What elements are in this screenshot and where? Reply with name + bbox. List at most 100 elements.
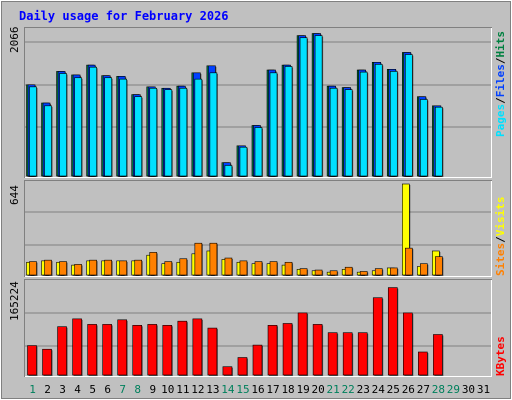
- pages-bar: [239, 146, 248, 177]
- sites-bar: [149, 252, 158, 276]
- sites-bar: [420, 263, 428, 276]
- kbytes-bar: [433, 334, 443, 376]
- kbytes-bar: [72, 318, 82, 376]
- day-label: 8: [134, 383, 141, 396]
- kbytes-bar: [162, 325, 173, 376]
- pages-bar: [359, 71, 368, 177]
- legend-hits: Hits: [494, 31, 507, 58]
- visits-y-max-label: 644: [8, 185, 21, 205]
- visits-sites-panel: [24, 180, 492, 277]
- pages-bar: [164, 89, 173, 177]
- pages-bar: [74, 77, 82, 177]
- day-label: 10: [161, 383, 174, 396]
- day-label: 18: [281, 383, 294, 396]
- day-label: 29: [447, 383, 460, 396]
- pages-bar: [329, 87, 338, 177]
- sites-bar: [269, 261, 278, 276]
- kbytes-bar: [177, 320, 188, 376]
- sites-bar: [254, 261, 263, 276]
- sites-bar: [209, 242, 218, 276]
- day-label: 27: [417, 383, 430, 396]
- sites-bar: [119, 260, 127, 276]
- day-label: 31: [477, 383, 490, 396]
- pages-bar: [314, 35, 323, 177]
- pages-bar: [224, 165, 233, 177]
- legend-files: Files: [494, 64, 507, 97]
- pages-bar: [344, 89, 353, 177]
- pages-bar: [420, 99, 428, 177]
- day-label: 11: [176, 383, 189, 396]
- kbytes-bar: [418, 351, 428, 376]
- sites-bar: [89, 259, 97, 276]
- legend-pages: Pages: [494, 104, 507, 137]
- kbytes-bar: [42, 348, 52, 376]
- sites-bar: [59, 261, 67, 276]
- pages-bar: [405, 54, 413, 177]
- legend-sep: /: [494, 97, 507, 104]
- day-label: 15: [236, 383, 249, 396]
- day-label: 24: [372, 383, 386, 396]
- pages-bar: [59, 73, 67, 177]
- hits-files-pages-legend: Pages/Files/Hits: [494, 31, 507, 137]
- sites-bar: [224, 257, 233, 276]
- hits-y-max-label: 2066: [8, 27, 21, 54]
- day-label: 6: [104, 383, 111, 396]
- pages-bar: [44, 105, 52, 177]
- pages-bar: [269, 72, 278, 177]
- sites-bar: [239, 260, 248, 276]
- day-label: 5: [89, 383, 96, 396]
- kbytes-bar: [117, 319, 127, 376]
- day-label: 4: [74, 383, 81, 396]
- pages-bar: [29, 86, 37, 177]
- pages-bar: [149, 87, 158, 177]
- pages-bar: [374, 64, 383, 177]
- sites-bar: [44, 259, 52, 276]
- kbytes-bar: [192, 318, 203, 376]
- kbytes-bar: [222, 366, 233, 376]
- kbytes-bar: [342, 332, 353, 376]
- legend-sep: /: [494, 236, 507, 243]
- pages-bar: [89, 66, 97, 177]
- kbytes-bar: [27, 345, 37, 376]
- day-label: 30: [462, 383, 475, 396]
- sites-bar: [194, 242, 203, 276]
- sites-bar: [299, 268, 308, 276]
- kbytes-bar: [312, 324, 323, 376]
- graph-title: Daily usage for February 2026: [19, 9, 229, 23]
- sites-bar: [74, 264, 82, 276]
- hits-files-pages-panel: [24, 27, 492, 178]
- day-label: 19: [296, 383, 309, 396]
- day-label: 2: [44, 383, 51, 396]
- sites-bar: [405, 247, 413, 276]
- pages-bar: [194, 78, 203, 177]
- kbytes-bar: [87, 324, 97, 376]
- kbytes-bar: [132, 325, 143, 376]
- day-label: 26: [402, 383, 415, 396]
- sites-bar: [329, 270, 338, 276]
- day-label: 21: [327, 383, 340, 396]
- sites-bar: [164, 261, 173, 276]
- visits-sites-legend: Sites/Visits: [494, 197, 507, 277]
- day-label: 12: [191, 383, 204, 396]
- pages-bar: [209, 72, 218, 177]
- kbytes-bar: [282, 323, 293, 376]
- day-label: 22: [342, 383, 355, 396]
- pages-bar: [104, 77, 112, 177]
- kbytes-bar: [297, 312, 308, 376]
- day-label: 14: [221, 383, 235, 396]
- day-label: 7: [119, 383, 126, 396]
- sites-bar: [314, 269, 323, 276]
- sites-bar: [435, 256, 443, 276]
- sites-bar: [359, 271, 368, 276]
- pages-bar: [299, 37, 308, 177]
- kbytes-bar: [207, 327, 218, 376]
- kbytes-bar: [403, 312, 413, 376]
- pages-bar: [134, 96, 143, 177]
- kbytes-bar: [147, 324, 158, 376]
- pages-bar: [254, 127, 263, 177]
- kbytes-panel: [24, 279, 492, 377]
- kbytes-bar: [102, 324, 112, 376]
- sites-bar: [344, 266, 353, 276]
- kbytes-bar: [57, 326, 67, 376]
